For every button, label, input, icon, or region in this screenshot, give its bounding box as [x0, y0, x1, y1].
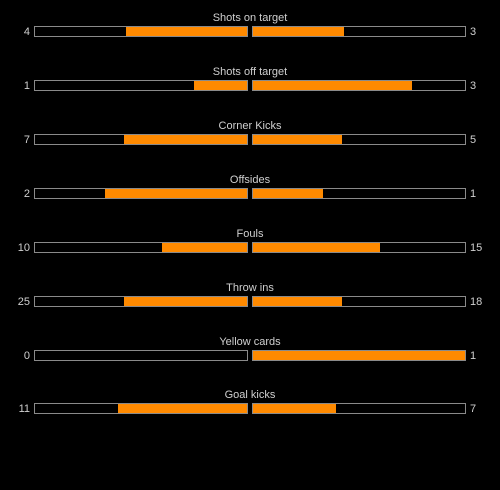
stat-label: Shots off target [212, 66, 288, 78]
away-bar [252, 80, 466, 91]
away-value: 1 [470, 188, 477, 200]
away-bar-fill [253, 404, 336, 413]
away-bar [252, 134, 466, 145]
home-bar [34, 296, 248, 307]
home-bar-fill [126, 27, 247, 36]
away-value: 3 [470, 26, 477, 38]
home-value: 11 [18, 403, 30, 415]
away-bar [252, 403, 466, 414]
stat-row: Throw ins 25 18 [0, 282, 500, 324]
home-value: 7 [23, 134, 30, 146]
stat-row: Shots on target 4 3 [0, 12, 500, 54]
away-bar-fill [253, 351, 465, 360]
stat-label: Goal kicks [224, 389, 276, 401]
away-value: 1 [470, 350, 477, 362]
away-bar [252, 242, 466, 253]
away-bar [252, 296, 466, 307]
away-bar-fill [253, 297, 343, 306]
stat-row: Corner Kicks 7 5 [0, 120, 500, 162]
away-value: 3 [470, 80, 477, 92]
stat-row: Offsides 2 1 [0, 174, 500, 216]
stat-label: Fouls [236, 228, 264, 240]
home-bar-fill [194, 81, 247, 90]
home-value: 2 [23, 188, 30, 200]
stat-row: Fouls 10 15 [0, 228, 500, 270]
stat-label: Yellow cards [219, 336, 281, 348]
stat-label: Shots on target [212, 12, 288, 24]
home-bar [34, 350, 248, 361]
away-bar [252, 188, 466, 199]
home-bar-fill [124, 135, 247, 144]
away-bar-fill [253, 81, 412, 90]
stat-row: Yellow cards 0 1 [0, 336, 500, 378]
stat-row: Shots off target 1 3 [0, 66, 500, 108]
home-bar [34, 26, 248, 37]
home-value: 25 [17, 296, 30, 308]
home-value: 1 [23, 80, 30, 92]
home-bar-fill [104, 189, 247, 198]
stat-label: Corner Kicks [218, 120, 282, 132]
away-bar [252, 350, 466, 361]
away-value: 7 [470, 403, 477, 415]
home-value: 10 [17, 242, 30, 254]
home-bar-fill [124, 297, 247, 306]
home-bar [34, 80, 248, 91]
away-value: 5 [470, 134, 477, 146]
home-bar [34, 403, 248, 414]
home-bar-fill [117, 404, 247, 413]
away-bar [252, 26, 466, 37]
home-bar [34, 242, 248, 253]
home-bar [34, 134, 248, 145]
away-value: 18 [470, 296, 483, 308]
home-value: 0 [23, 350, 30, 362]
stat-row: Goal kicks 11 7 [0, 389, 500, 431]
away-bar-fill [253, 27, 345, 36]
away-bar-fill [253, 189, 323, 198]
home-bar-fill [162, 243, 247, 252]
stat-label: Offsides [229, 174, 271, 186]
home-value: 4 [23, 26, 30, 38]
away-bar-fill [253, 135, 343, 144]
home-bar [34, 188, 248, 199]
away-value: 15 [470, 242, 483, 254]
away-bar-fill [253, 243, 381, 252]
stat-label: Throw ins [226, 282, 274, 294]
